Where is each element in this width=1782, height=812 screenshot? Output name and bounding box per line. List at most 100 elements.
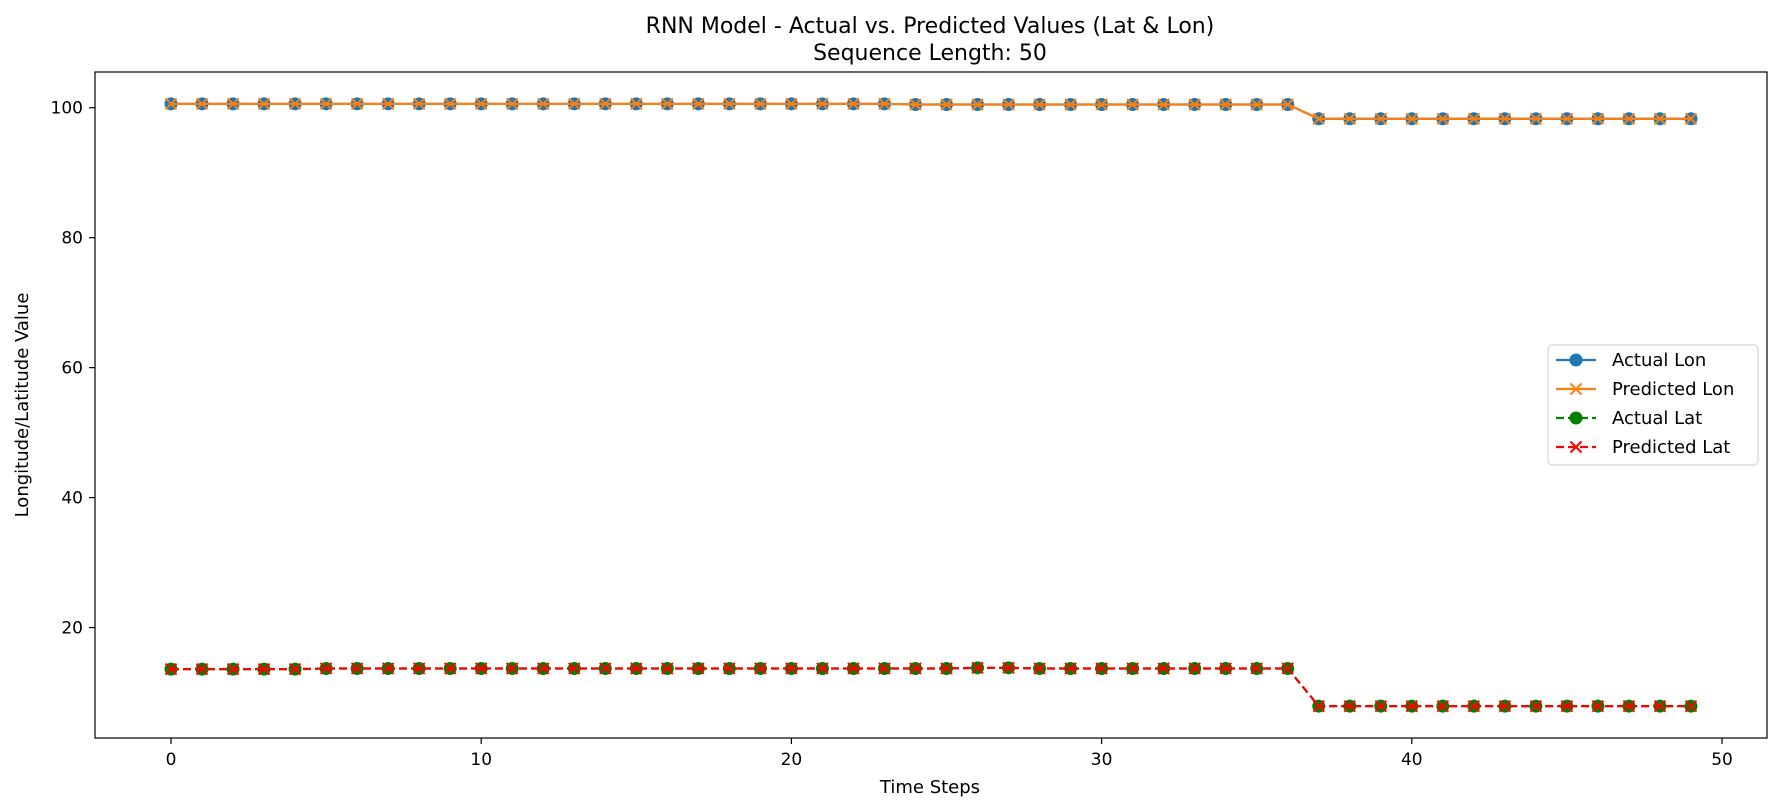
predicted-lon-point — [1560, 112, 1574, 125]
predicted-lon-point — [909, 98, 922, 111]
predicted-lon-point — [226, 97, 240, 111]
predicted-lat-point — [940, 662, 953, 675]
predicted-lat-point — [661, 662, 674, 675]
predicted-lon-point — [723, 97, 736, 111]
predicted-lat-point — [599, 662, 612, 675]
predicted-lat-point — [723, 662, 736, 675]
predicted-lon-point — [1250, 98, 1263, 111]
predicted-lon-point — [1219, 98, 1232, 111]
predicted-lon-point — [1033, 98, 1046, 111]
predicted-lon-point — [1002, 98, 1015, 111]
x-tick-label: 50 — [1711, 750, 1733, 770]
x-tick-label: 30 — [1091, 750, 1113, 770]
y-tick-label: 80 — [61, 229, 83, 249]
predicted-lon-line — [171, 102, 1691, 120]
predicted-lat-point — [1064, 662, 1077, 675]
x-tick-label: 0 — [166, 750, 177, 770]
plot-area — [164, 97, 1698, 713]
predicted-lon-point — [350, 97, 364, 111]
chart-title: RNN Model - Actual vs. Predicted Values … — [646, 14, 1215, 39]
x-axis-label: Time Steps — [879, 777, 980, 798]
predicted-lon-point — [661, 97, 674, 111]
predicted-lon-point — [1095, 98, 1108, 111]
predicted-lat-point — [1498, 699, 1512, 713]
predicted-lon-point — [1684, 112, 1698, 125]
legend-items: Actual Lon Predicted Lon Actual Lat Predict… — [1556, 350, 1734, 458]
predicted-lon-point — [940, 98, 953, 111]
predicted-lat-point — [412, 662, 426, 675]
predicted-lon-point — [1312, 112, 1325, 125]
predicted-lat-point — [1622, 699, 1636, 713]
legend-marker — [1569, 353, 1583, 367]
predicted-lon-point — [1188, 98, 1201, 111]
predicted-lat-point — [195, 662, 209, 676]
y-tick-label: 100 — [51, 99, 83, 119]
predicted-lat-point — [319, 662, 333, 675]
legend-label: Actual Lat — [1612, 408, 1702, 429]
predicted-lat-series — [164, 661, 1698, 713]
predicted-lat-point — [1405, 699, 1419, 713]
x-tick-label: 20 — [781, 750, 803, 770]
predicted-lat-point — [1374, 699, 1388, 713]
predicted-lon-point — [878, 97, 891, 111]
predicted-lat-point — [878, 662, 891, 675]
predicted-lat-point — [1467, 699, 1481, 713]
predicted-lat-point — [350, 662, 364, 675]
predicted-lon-point — [412, 97, 426, 111]
predicted-lat-point — [257, 662, 271, 676]
predicted-lon-point — [630, 97, 643, 111]
predicted-lat-point — [1529, 699, 1543, 713]
predicted-lat-point — [1188, 662, 1201, 675]
predicted-lat-point — [381, 662, 395, 675]
predicted-lat-point — [1684, 699, 1698, 713]
predicted-lon-point — [1467, 112, 1481, 125]
predicted-lat-point — [1250, 662, 1263, 675]
legend-label: Actual Lon — [1612, 350, 1706, 371]
predicted-lon-point — [568, 97, 581, 111]
predicted-lon-point — [1157, 98, 1170, 111]
predicted-lat-point — [909, 662, 922, 675]
legend-item-predicted-lat: Predicted Lat — [1556, 437, 1730, 458]
predicted-lat-point — [1343, 699, 1356, 713]
y-tick-label: 60 — [61, 359, 83, 379]
predicted-lon-point — [785, 97, 798, 111]
predicted-lon-point — [1498, 112, 1512, 125]
predicted-lon-point — [288, 97, 302, 111]
legend-label: Predicted Lat — [1612, 437, 1730, 458]
predicted-lat-point — [847, 662, 860, 675]
legend-item-actual-lon: Actual Lon — [1556, 350, 1706, 371]
predicted-lon-point — [506, 97, 519, 111]
predicted-lat-point — [816, 662, 829, 675]
predicted-lat-point — [568, 662, 581, 675]
predicted-lat-point — [1281, 662, 1294, 675]
predicted-lat-point — [1591, 699, 1605, 713]
predicted-lon-point — [164, 97, 178, 111]
predicted-lon-point — [381, 97, 395, 111]
chart-subtitle: Sequence Length: 50 — [813, 41, 1047, 66]
predicted-lon-point — [692, 97, 705, 111]
legend-marker — [1569, 382, 1583, 396]
plot-frame — [94, 71, 1768, 739]
predicted-lat-point — [474, 662, 488, 675]
predicted-lat-point — [164, 662, 178, 676]
predicted-lat-point — [1002, 661, 1015, 675]
predicted-lat-point — [1560, 699, 1574, 713]
legend-marker — [1569, 440, 1583, 454]
predicted-lat-point — [785, 662, 798, 675]
predicted-lon-point — [319, 97, 333, 111]
predicted-lat-point — [1095, 662, 1108, 675]
predicted-lon-point — [1343, 112, 1356, 125]
predicted-lat-point — [692, 662, 705, 675]
predicted-lon-point — [1405, 112, 1419, 125]
y-axis-label: Longitude/Latitude Value — [12, 293, 33, 518]
y-tick-label: 20 — [61, 619, 83, 639]
predicted-lon-point — [847, 97, 860, 111]
legend-box — [1547, 344, 1759, 466]
predicted-lon-point — [1374, 112, 1388, 125]
predicted-lat-point — [754, 662, 767, 675]
predicted-lat-point — [971, 661, 984, 675]
predicted-lat-point — [1126, 662, 1139, 675]
predicted-lon-point — [1064, 98, 1077, 111]
predicted-lat-point — [1312, 699, 1325, 713]
